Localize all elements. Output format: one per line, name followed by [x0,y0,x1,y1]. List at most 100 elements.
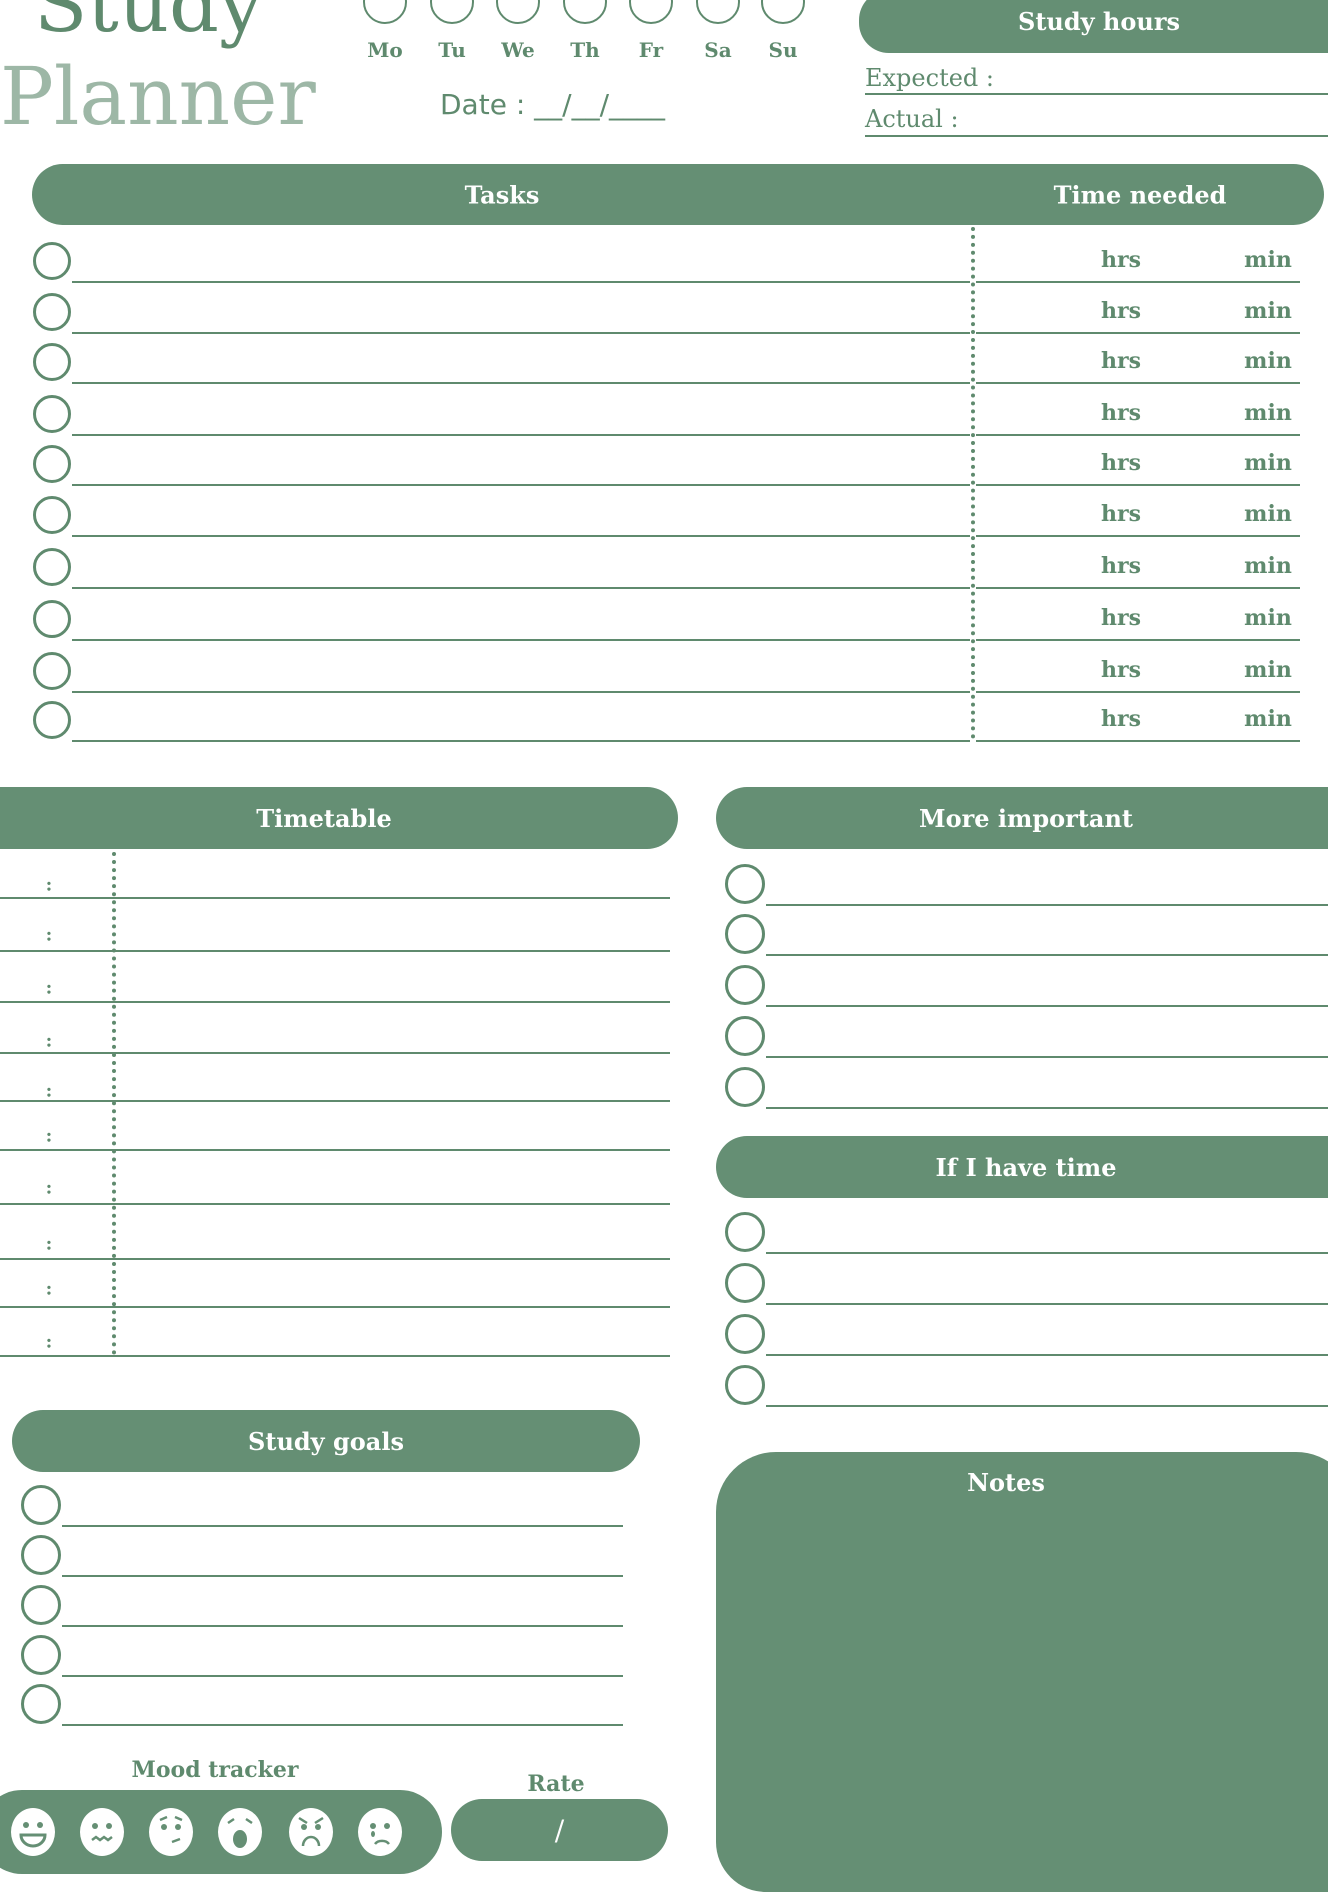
time-input-line[interactable] [976,382,1300,384]
timetable-input-line[interactable] [0,1001,670,1003]
title-study: Study [34,0,264,50]
important-input-line[interactable] [766,904,1328,906]
happy-face-icon[interactable] [11,1808,55,1856]
time-input-line[interactable] [976,332,1300,334]
task-checkbox[interactable] [33,548,71,586]
wavy-mouth-face-icon[interactable] [80,1808,124,1856]
time-input-line[interactable] [976,587,1300,589]
task-checkbox[interactable] [33,445,71,483]
timetable-input-line[interactable] [0,1355,670,1357]
important-input-line[interactable] [766,954,1328,956]
task-input-line[interactable] [72,484,970,486]
hrs-label: hrs [1101,298,1141,324]
important-checkbox[interactable] [725,914,765,954]
important-input-line[interactable] [766,1056,1328,1058]
task-input-line[interactable] [72,382,970,384]
expected-input-line[interactable] [865,93,1328,95]
important-input-line[interactable] [766,1005,1328,1007]
if-time-input-line[interactable] [766,1354,1328,1356]
date-field[interactable]: Date : __/__/____ [440,88,666,121]
rate-field[interactable]: / [451,1799,668,1861]
task-input-line[interactable] [72,332,970,334]
goal-checkbox[interactable] [21,1535,61,1575]
tasks-header: Tasks Time needed [32,164,1324,225]
day-checkbox-fr[interactable] [629,0,673,24]
surprised-face-icon[interactable] [218,1808,262,1856]
timetable-input-line[interactable] [0,1149,670,1151]
more-important-title: More important [919,803,1133,833]
task-checkbox[interactable] [33,395,71,433]
study-hours-header: Study hours [859,0,1328,53]
task-input-line[interactable] [72,740,970,742]
actual-label: Actual : [865,105,959,133]
min-label: min [1244,706,1292,732]
confused-face-icon[interactable] [149,1808,193,1856]
goal-checkbox[interactable] [21,1684,61,1724]
hrs-label: hrs [1101,605,1141,631]
if-time-checkbox[interactable] [725,1314,765,1354]
if-time-input-line[interactable] [766,1405,1328,1407]
goal-checkbox[interactable] [21,1635,61,1675]
goal-checkbox[interactable] [21,1585,61,1625]
timetable-input-line[interactable] [0,1100,670,1102]
if-time-input-line[interactable] [766,1252,1328,1254]
task-input-line[interactable] [72,535,970,537]
task-input-line[interactable] [72,434,970,436]
time-input-line[interactable] [976,434,1300,436]
important-input-line[interactable] [766,1107,1328,1109]
angry-face-icon[interactable] [289,1808,333,1856]
day-checkbox-mo[interactable] [363,0,407,24]
day-checkbox-th[interactable] [563,0,607,24]
if-time-checkbox[interactable] [725,1263,765,1303]
task-checkbox[interactable] [33,600,71,638]
time-input-line[interactable] [976,281,1300,283]
important-checkbox[interactable] [725,864,765,904]
timetable-input-line[interactable] [0,1052,670,1054]
task-checkbox[interactable] [33,293,71,331]
if-time-title: If I have time [935,1152,1117,1182]
day-checkbox-su[interactable] [761,0,805,24]
if-time-input-line[interactable] [766,1303,1328,1305]
time-input-line[interactable] [976,535,1300,537]
time-input-line[interactable] [976,639,1300,641]
hrs-label: hrs [1101,706,1141,732]
day-label-su: Su [768,38,798,62]
important-checkbox[interactable] [725,965,765,1005]
task-input-line[interactable] [72,587,970,589]
notes-area[interactable]: Notes [716,1452,1328,1892]
goal-input-line[interactable] [62,1575,623,1577]
task-checkbox[interactable] [33,496,71,534]
goal-input-line[interactable] [62,1625,623,1627]
day-checkbox-we[interactable] [496,0,540,24]
time-input-line[interactable] [976,740,1300,742]
day-checkbox-tu[interactable] [430,0,474,24]
timetable-input-line[interactable] [0,1203,670,1205]
timetable-input-line[interactable] [0,897,670,899]
task-checkbox[interactable] [33,242,71,280]
if-time-checkbox[interactable] [725,1365,765,1405]
goal-input-line[interactable] [62,1675,623,1677]
if-time-checkbox[interactable] [725,1212,765,1252]
goal-input-line[interactable] [62,1525,623,1527]
time-separator: : [45,1125,53,1147]
task-input-line[interactable] [72,281,970,283]
task-checkbox[interactable] [33,343,71,381]
day-checkbox-sa[interactable] [696,0,740,24]
time-input-line[interactable] [976,484,1300,486]
timetable-input-line[interactable] [0,1306,670,1308]
task-input-line[interactable] [72,691,970,693]
important-checkbox[interactable] [725,1067,765,1107]
timetable-input-line[interactable] [0,1258,670,1260]
timetable-input-line[interactable] [0,950,670,952]
task-checkbox[interactable] [33,701,71,739]
important-checkbox[interactable] [725,1016,765,1056]
hrs-label: hrs [1101,247,1141,273]
task-checkbox[interactable] [33,652,71,690]
crying-face-icon[interactable] [358,1808,402,1856]
actual-input-line[interactable] [865,135,1328,137]
timetable-header: Timetable [0,787,678,849]
goal-checkbox[interactable] [21,1485,61,1525]
goal-input-line[interactable] [62,1724,623,1726]
time-input-line[interactable] [976,691,1300,693]
task-input-line[interactable] [72,639,970,641]
